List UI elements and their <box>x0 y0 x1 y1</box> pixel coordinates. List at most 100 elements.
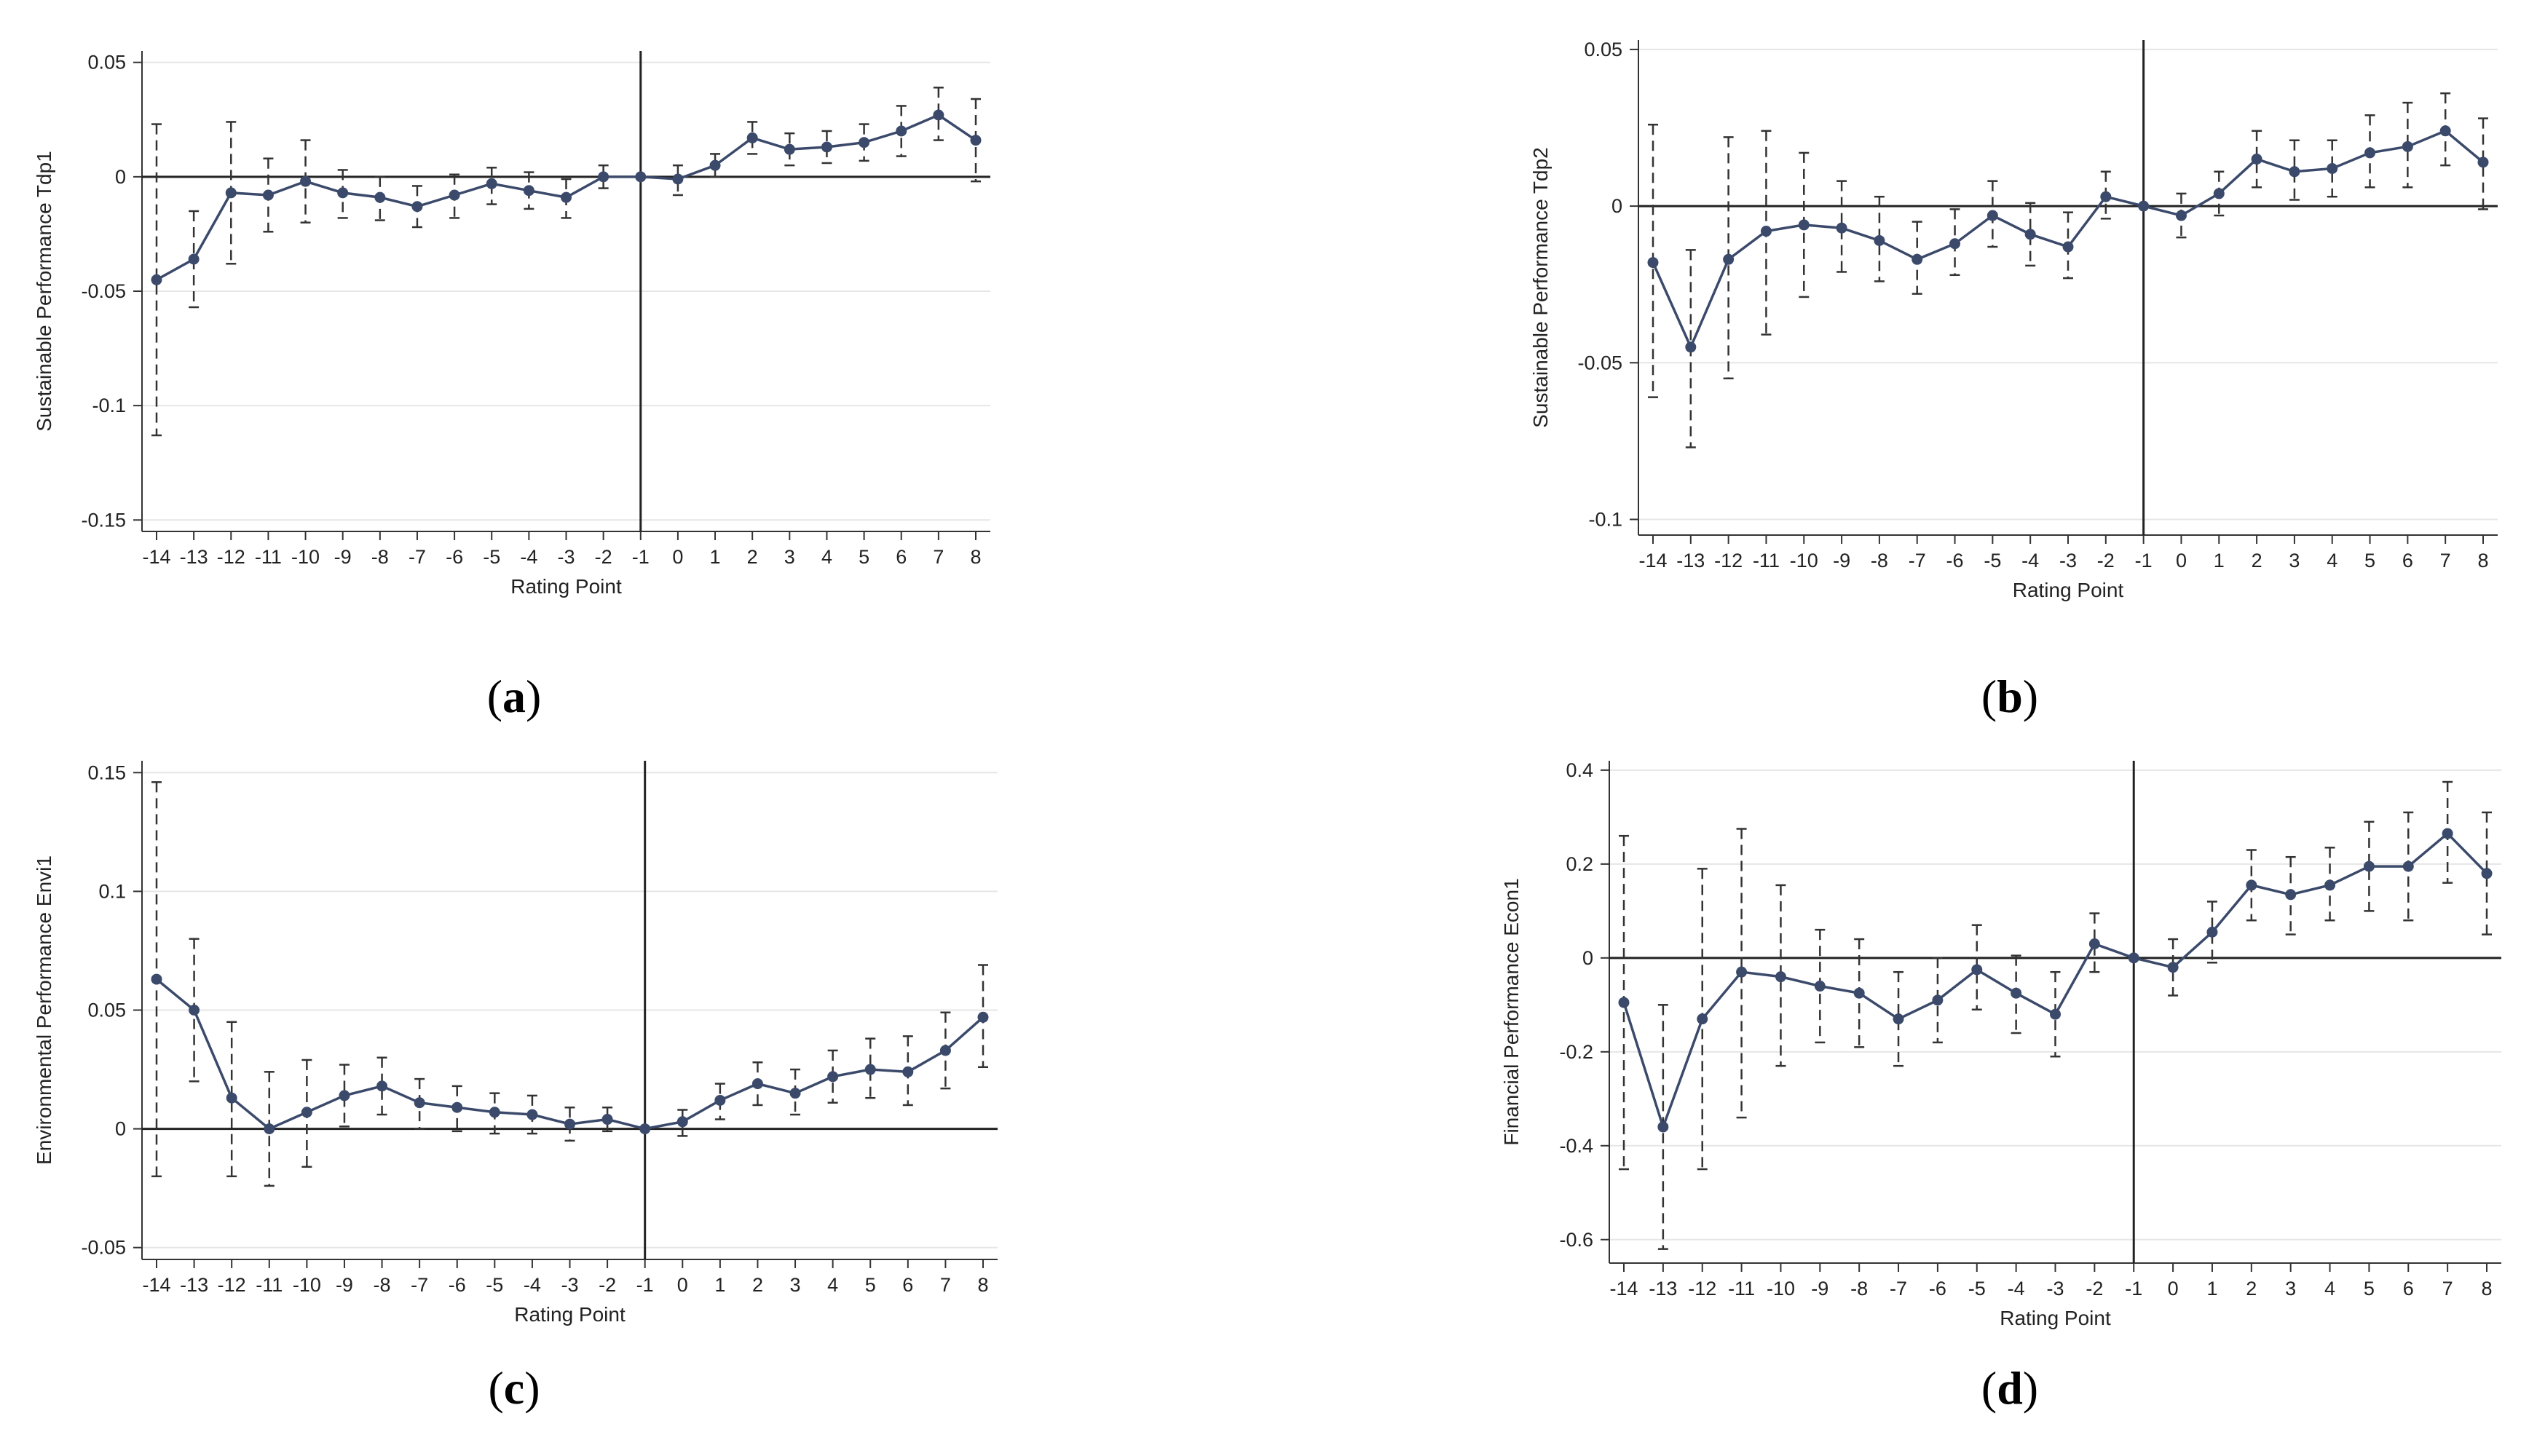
chart-d-ytick-label: 0.2 <box>1566 853 1593 875</box>
chart-b-xtick-label: -4 <box>2021 550 2039 571</box>
chart-b-xtick-label: 7 <box>2440 550 2451 571</box>
chart-b-data-point <box>2402 141 2413 152</box>
chart-c-y-axis-title: Environmental Performance Envi1 <box>33 855 55 1165</box>
chart-b-xtick-label: 0 <box>2176 550 2187 571</box>
chart-a-xtick-label: 5 <box>859 546 869 568</box>
chart-c-xtick-label: 5 <box>865 1274 876 1296</box>
chart-a-ytick-label: 0 <box>115 166 126 188</box>
panel-b-chart: 0.050-0.05-0.1-14 -13 -12 -11 -10 -9 -8 -7 -6 -5-… <box>1529 39 2498 601</box>
chart-a-data-point <box>933 109 944 121</box>
chart-c-xtick-label: 6 <box>902 1274 913 1296</box>
chart-b-data-point <box>1685 341 1697 353</box>
chart-a-data-point <box>598 171 609 183</box>
chart-b-xtick-label: -6 <box>1946 550 1964 571</box>
chart-c-x-axis-title: Rating Point <box>514 1303 626 1326</box>
chart-c-xtick-label: 7 <box>940 1274 951 1296</box>
chart-a-data-point <box>746 132 758 143</box>
chart-a-xtick-label: -8 <box>371 546 389 568</box>
chart-a-xtick-label: 3 <box>784 546 795 568</box>
chart-d-ytick-label: 0 <box>1582 947 1593 969</box>
chart-a-data-point <box>896 125 907 137</box>
chart-a-ytick-label: -0.1 <box>92 395 126 416</box>
chart-d-xtick-label: 6 <box>2403 1278 2414 1299</box>
panel-label-a: (a) <box>486 670 542 722</box>
chart-b-xtick-label: -10 <box>1790 550 1818 571</box>
chart-c-ytick-label: -0.05 <box>81 1237 126 1259</box>
chart-d-xtick-label: -10 <box>1767 1278 1795 1299</box>
chart-a-ytick-label: -0.05 <box>81 280 126 302</box>
chart-a-data-point <box>411 201 423 213</box>
chart-c-xtick-label: -7 <box>411 1274 428 1296</box>
chart-d-xtick-label: -9 <box>1811 1278 1828 1299</box>
chart-c-xtick-label: 3 <box>790 1274 801 1296</box>
chart-b-ytick-label: -0.05 <box>1577 352 1622 373</box>
chart-d-data-point <box>2011 987 2022 999</box>
chart-c-data-point <box>489 1107 500 1118</box>
chart-c-data-point <box>939 1045 951 1056</box>
chart-d-data-point <box>1853 987 1865 999</box>
chart-d-ytick-label: -0.4 <box>1559 1135 1593 1157</box>
chart-c-xtick-label: -2 <box>599 1274 616 1296</box>
chart-b-ytick-label: -0.1 <box>1588 508 1622 530</box>
chart-c-data-point <box>639 1123 651 1135</box>
chart-c-xtick-label: 2 <box>752 1274 763 1296</box>
panel-label-c: (c) <box>488 1362 540 1414</box>
chart-a-x-axis-title: Rating Point <box>510 575 622 598</box>
chart-b-xtick-label: 1 <box>2214 550 2225 571</box>
chart-c-xtick-label: 4 <box>827 1274 838 1296</box>
chart-d-xtick-label: -14 <box>1609 1278 1638 1299</box>
chart-c-xtick-label: -8 <box>374 1274 391 1296</box>
chart-d-data-point <box>1618 997 1630 1008</box>
chart-d-data-point <box>1697 1013 1708 1025</box>
chart-c-xtick-label: -3 <box>561 1274 578 1296</box>
chart-b-series-line <box>1652 129 2485 351</box>
chart-d-data-point <box>2402 860 2414 872</box>
chart-c-data-point <box>601 1114 613 1125</box>
chart-d-xtick-label: -7 <box>1890 1278 1907 1299</box>
chart-b-xtick-label: -1 <box>2135 550 2153 571</box>
chart-b-data-point <box>2175 210 2187 221</box>
chart-c-data-point <box>301 1107 312 1118</box>
chart-b-xtick-label: -8 <box>1871 550 1888 571</box>
chart-a-y-axis-title: Sustainable Performance Tdp1 <box>33 151 55 432</box>
chart-b-data-point <box>2213 188 2225 199</box>
chart-a-data-point <box>374 191 386 203</box>
chart-b-data-point <box>1986 210 1998 221</box>
chart-c-data-point <box>339 1090 350 1101</box>
chart-a-data-point <box>561 191 572 203</box>
chart-b-x-axis-title: Rating Point <box>2013 579 2124 601</box>
chart-b-xtick-label: -5 <box>1984 550 2001 571</box>
chart-c-data-point <box>751 1078 763 1090</box>
chart-d-data-point <box>2050 1008 2061 1020</box>
chart-c-data-point <box>376 1080 388 1092</box>
chart-a-xtick-label: -12 <box>217 546 245 568</box>
chart-d-xtick-label: -1 <box>2125 1278 2142 1299</box>
chart-a-data-point <box>262 189 274 201</box>
panel-a-chart: 0.050-0.05-0.1-0.15-14 -13 -12 -11 -10 -9 -8 -7… <box>33 51 990 598</box>
chart-c-data-point <box>676 1116 688 1128</box>
chart-a-xtick-label: 0 <box>672 546 683 568</box>
chart-d-data-point <box>2246 879 2257 891</box>
chart-d-data-point <box>2167 962 2179 973</box>
chart-c-data-point <box>902 1066 914 1077</box>
chart-a-xtick-label: -7 <box>409 546 426 568</box>
chart-a-data-point <box>970 135 982 146</box>
chart-d-xtick-label: 3 <box>2285 1278 2296 1299</box>
chart-c-xtick-label: -14 <box>142 1274 170 1296</box>
chart-d-xtick-label: 0 <box>2168 1278 2179 1299</box>
chart-a-xtick-label: -9 <box>334 546 352 568</box>
chart-b-data-point <box>1798 219 1810 231</box>
chart-d-data-point <box>2206 926 2218 938</box>
chart-b-data-point <box>2289 166 2300 178</box>
chart-a-xtick-label: 2 <box>747 546 758 568</box>
chart-b-data-point <box>1836 222 1847 234</box>
chart-d-ytick-label: -0.2 <box>1559 1041 1593 1063</box>
chart-c-xtick-label: -10 <box>293 1274 321 1296</box>
chart-b-ytick-label: 0 <box>1611 195 1622 217</box>
chart-d-data-point <box>2128 952 2139 964</box>
chart-c-xtick-label: -9 <box>336 1274 353 1296</box>
chart-d-data-point <box>2481 868 2493 879</box>
chart-b-data-point <box>2439 125 2451 137</box>
chart-d-xtick-label: -12 <box>1688 1278 1716 1299</box>
chart-d-xtick-label: 7 <box>2442 1278 2453 1299</box>
